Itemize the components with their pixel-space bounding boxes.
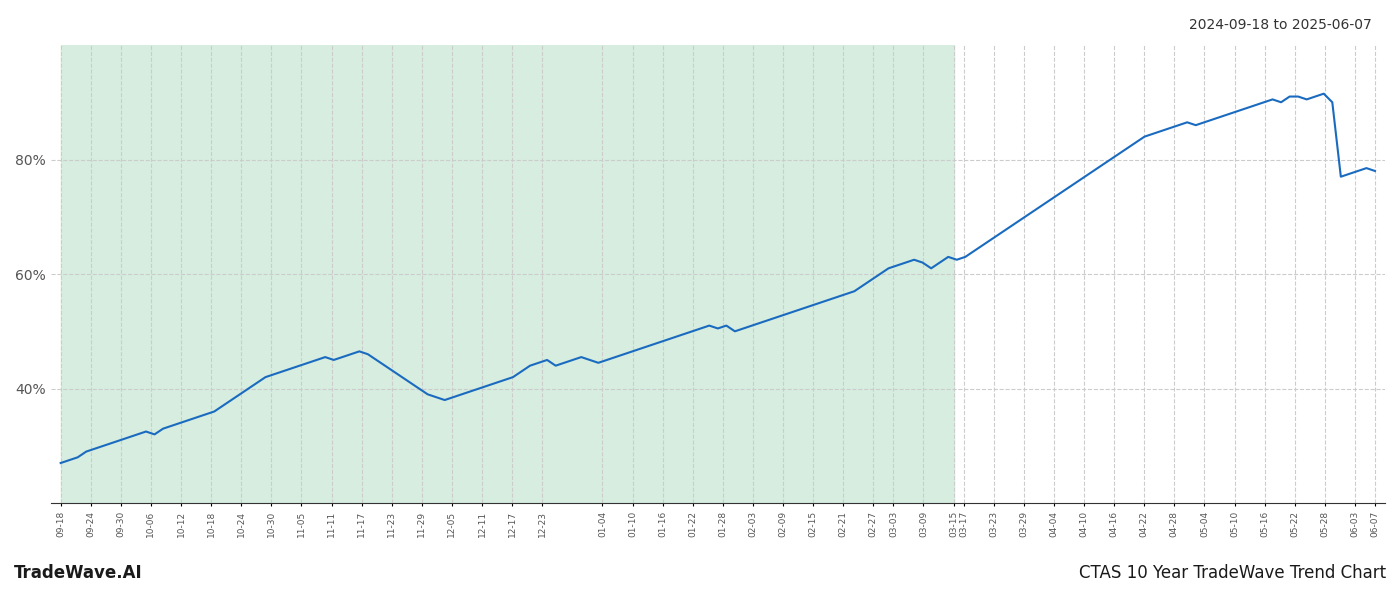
Text: CTAS 10 Year TradeWave Trend Chart: CTAS 10 Year TradeWave Trend Chart <box>1079 564 1386 582</box>
Text: 2024-09-18 to 2025-06-07: 2024-09-18 to 2025-06-07 <box>1189 18 1372 32</box>
Text: TradeWave.AI: TradeWave.AI <box>14 564 143 582</box>
Bar <box>60 45 953 503</box>
